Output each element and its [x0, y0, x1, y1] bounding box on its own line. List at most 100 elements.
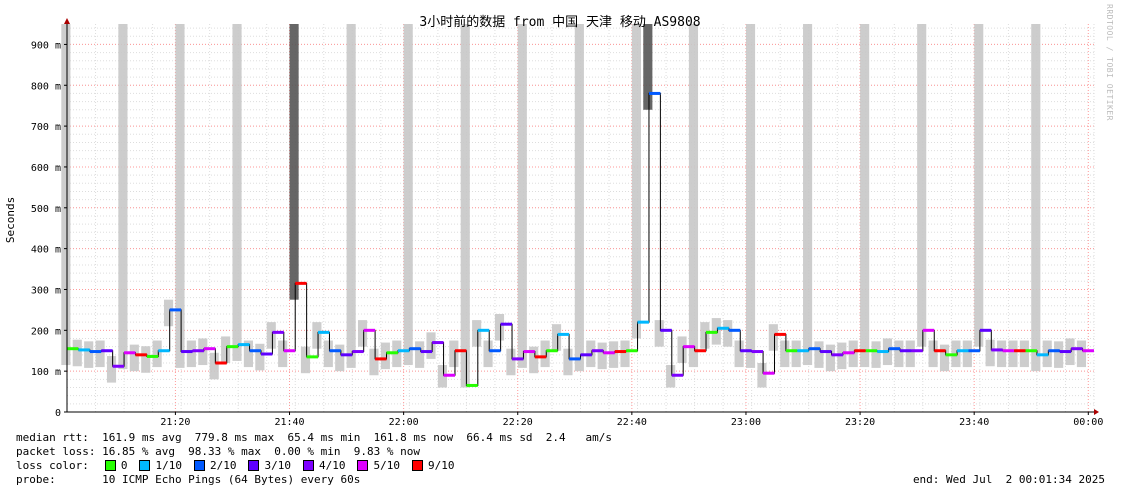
end-timestamp: end: Wed Jul 2 00:01:34 2025 — [912, 473, 1105, 486]
smoke-band — [335, 344, 345, 372]
smoke-band — [814, 341, 824, 368]
smoke-band — [597, 342, 607, 370]
smoke-band — [791, 340, 801, 368]
smoke-band — [905, 340, 915, 368]
smoke-band — [677, 336, 687, 363]
smoke-band — [825, 344, 835, 372]
smoke-band — [300, 346, 311, 374]
smoke-band — [803, 24, 813, 366]
smoke-band — [72, 339, 82, 367]
smoke-bands — [61, 24, 1087, 388]
legend-label: 0 — [120, 459, 128, 472]
smoke-band — [323, 340, 333, 368]
legend-label: 9/10 — [427, 459, 455, 472]
smoke-band — [939, 344, 950, 372]
smoke-band — [688, 24, 699, 368]
smoke-band — [369, 348, 379, 376]
smoke-band — [95, 340, 105, 368]
legend-label: 2/10 — [209, 459, 237, 472]
x-tick-label: 23:00 — [731, 417, 761, 428]
smoke-band — [403, 24, 413, 366]
smoke-band — [243, 340, 254, 368]
legend-item: 1/10 — [139, 459, 182, 472]
y-tick-label: 800 m — [31, 81, 61, 92]
smoke-band — [517, 24, 527, 368]
x-tick-label: 21:20 — [160, 417, 190, 428]
y-tick-label: 400 m — [31, 245, 61, 256]
legend-item: 9/10 — [411, 459, 455, 472]
smoke-band — [631, 24, 641, 339]
smoke-band — [723, 320, 733, 347]
legend-label: 5/10 — [373, 459, 400, 472]
axes — [64, 18, 1099, 415]
smoke-band — [209, 352, 219, 380]
smoke-band — [163, 299, 174, 327]
smoke-band — [734, 340, 744, 368]
smoke-band — [437, 365, 447, 388]
smoke-band — [654, 320, 664, 347]
smoke-band — [997, 340, 1007, 368]
legend-swatch — [411, 460, 423, 471]
legend-swatch — [248, 460, 260, 471]
smoke-band — [118, 24, 128, 370]
smoke-band — [221, 336, 231, 363]
x-tick-label: 22:20 — [503, 417, 533, 428]
smoke-band — [266, 322, 276, 349]
smoke-band — [894, 340, 904, 368]
smoke-band — [278, 340, 288, 368]
smoke-band — [129, 344, 139, 372]
smoke-band — [745, 24, 756, 368]
smoke-band — [483, 340, 493, 368]
legend-swatch — [302, 460, 314, 471]
legend-swatch — [104, 460, 116, 471]
legend-item: 2/10 — [193, 459, 237, 472]
legend-label: 3/10 — [264, 459, 291, 472]
y-tick-label: 600 m — [31, 163, 61, 174]
y-tick-label: 0 — [55, 408, 61, 419]
median-rtt-series — [67, 91, 1094, 387]
smoke-band — [871, 341, 881, 368]
probe-info: probe: 10 ICMP Echo Pings (64 Bytes) eve… — [16, 473, 361, 486]
smoke-band — [666, 365, 676, 388]
legend-item: 3/10 — [248, 459, 291, 472]
x-tick-label: 22:40 — [617, 417, 647, 428]
y-tick-label: 300 m — [31, 285, 61, 296]
legend-item: 5/10 — [357, 459, 400, 472]
smoke-band — [1019, 340, 1029, 368]
legend-items: 0 1/10 2/10 3/10 4/10 5/10 9/10 — [104, 459, 467, 472]
smoke-band — [574, 24, 584, 372]
smoke-band — [609, 341, 619, 368]
chart-title: 3小时前的数据 from 中国 天津 移动 AS9808 — [419, 14, 700, 30]
legend-swatch — [357, 460, 369, 471]
packet-loss-stats: packet loss: 16.85 % avg 98.33 % max 0.0… — [16, 445, 420, 458]
legend-label: 1/10 — [155, 459, 182, 472]
smoke-band — [506, 348, 516, 376]
smoke-band — [106, 356, 117, 383]
x-tick-label: 22:00 — [389, 417, 419, 428]
smoke-band — [175, 24, 185, 368]
smoke-band — [415, 341, 425, 368]
smoke-band — [1054, 341, 1064, 368]
smoke-band — [1008, 340, 1018, 368]
y-axis-arrow — [64, 18, 70, 24]
smoke-band — [1076, 340, 1087, 368]
smoke-band — [289, 24, 299, 300]
smoke-band — [620, 340, 630, 368]
rrdtool-watermark: RRDTOOL / TOBI OETIKER — [1105, 4, 1114, 121]
smoke-band — [551, 324, 562, 351]
x-tick-label: 00:00 — [1073, 417, 1103, 428]
smoke-band — [563, 348, 573, 376]
smoke-band — [61, 24, 71, 366]
smoke-band — [540, 340, 550, 368]
smoke-band — [974, 24, 984, 347]
x-tick-label: 21:40 — [274, 417, 304, 428]
smoke-band — [84, 341, 94, 368]
smoke-band — [917, 24, 927, 347]
smoke-band — [529, 346, 539, 374]
y-tick-label: 700 m — [31, 122, 61, 133]
smoke-band — [1031, 24, 1041, 372]
smoke-band — [152, 340, 162, 368]
legend-swatch — [139, 460, 151, 471]
x-tick-label: 23:20 — [845, 417, 875, 428]
